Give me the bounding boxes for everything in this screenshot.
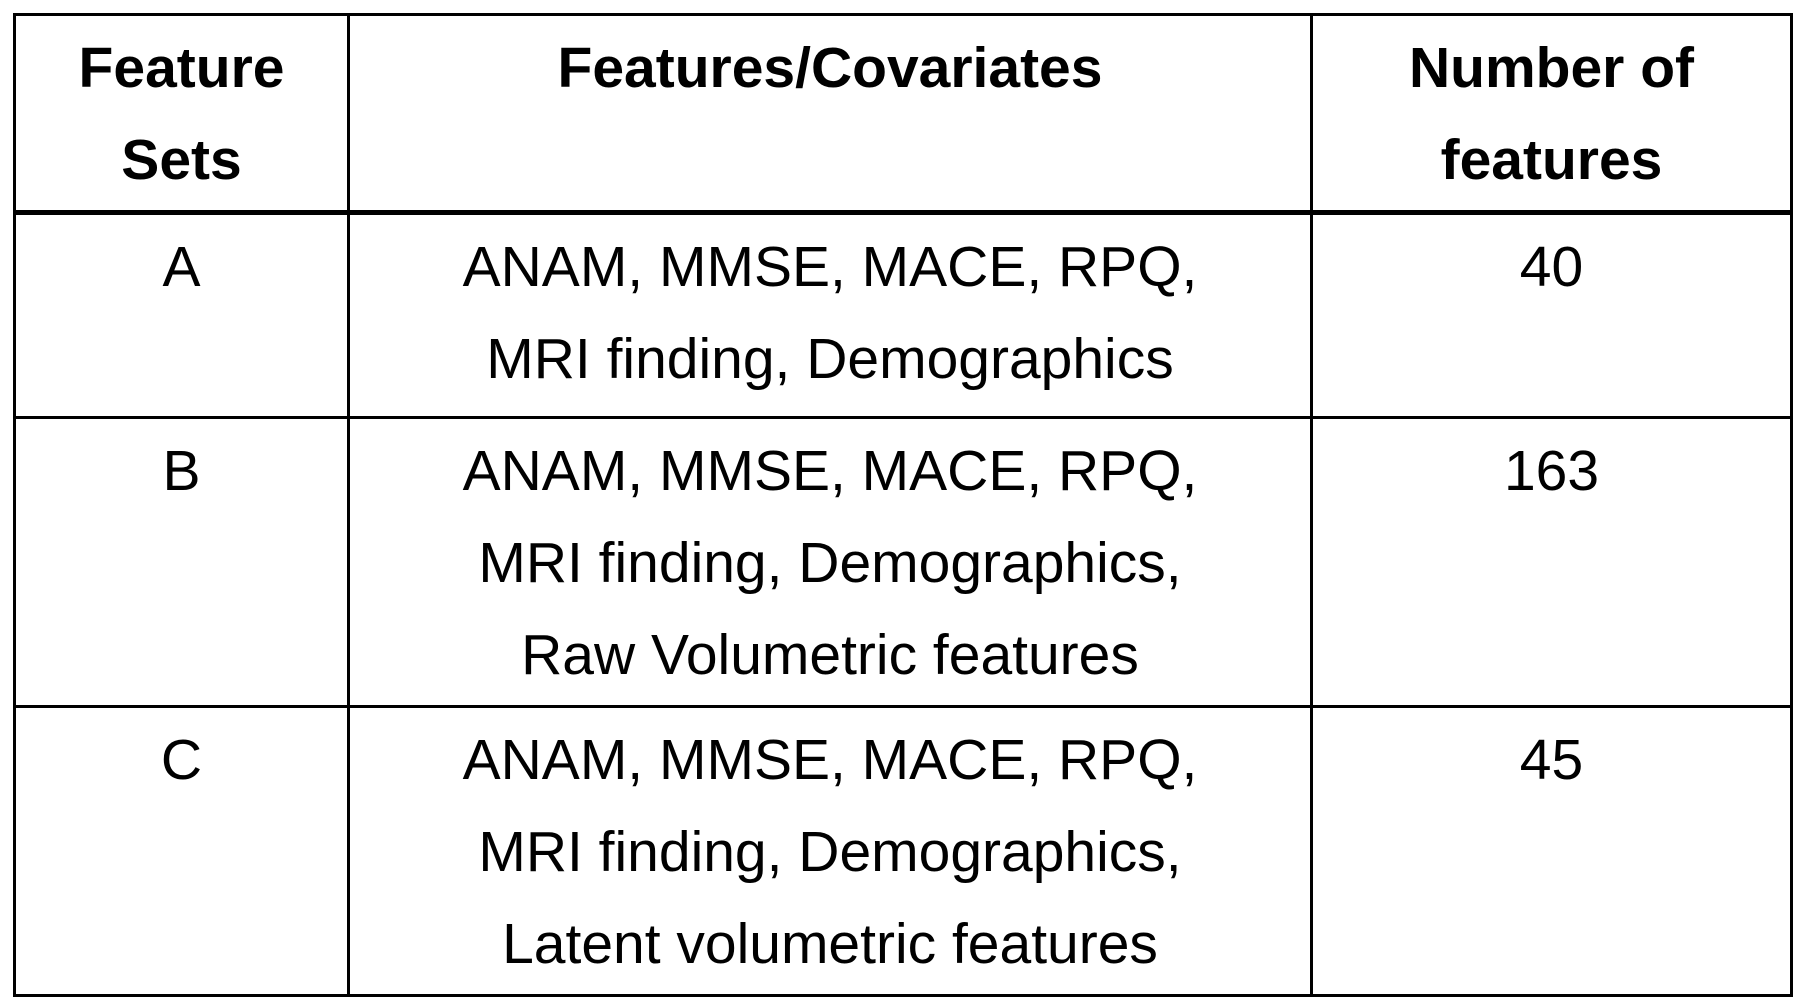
cell-feature-set-b: B [13, 416, 350, 708]
cell-num-features-b: 163 [1310, 416, 1793, 708]
cell-features-b: ANAM, MMSE, MACE, RPQ, MRI finding, Demo… [347, 416, 1313, 708]
table-row-a: A ANAM, MMSE, MACE, RPQ, MRI finding, De… [13, 211, 1793, 419]
table-row-b: B ANAM, MMSE, MACE, RPQ, MRI finding, De… [13, 416, 1793, 708]
header-cell-features-covariates: Features/Covariates [347, 13, 1313, 215]
header-cell-feature-sets: Feature Sets [13, 13, 350, 215]
cell-feature-set-c: C [13, 705, 350, 997]
header-cell-number-of-features: Number of features [1310, 13, 1793, 215]
header-row: Feature Sets Features/Covariates Number … [13, 13, 1793, 215]
table-row-c: C ANAM, MMSE, MACE, RPQ, MRI finding, De… [13, 705, 1793, 997]
feature-sets-table-container: Feature Sets Features/Covariates Number … [13, 13, 1793, 997]
cell-features-a: ANAM, MMSE, MACE, RPQ, MRI finding, Demo… [347, 211, 1313, 419]
cell-feature-set-a: A [13, 211, 350, 419]
feature-sets-table: Feature Sets Features/Covariates Number … [13, 13, 1793, 997]
cell-num-features-c: 45 [1310, 705, 1793, 997]
cell-num-features-a: 40 [1310, 211, 1793, 419]
cell-features-c: ANAM, MMSE, MACE, RPQ, MRI finding, Demo… [347, 705, 1313, 997]
